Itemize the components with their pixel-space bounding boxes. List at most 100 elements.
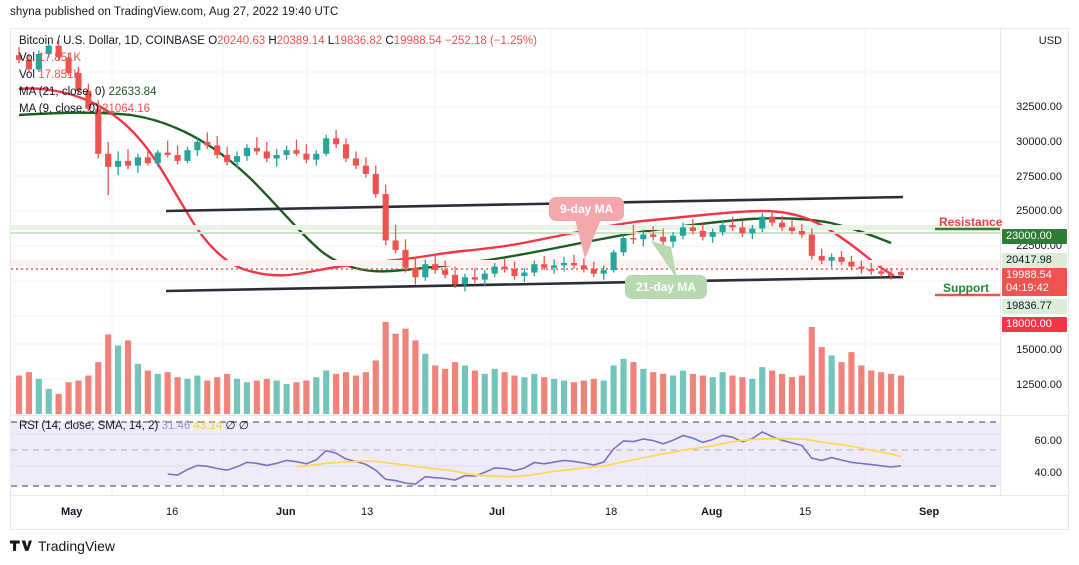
candle-body <box>184 150 191 161</box>
candle-body <box>392 240 399 250</box>
candle-body <box>233 156 241 163</box>
volume-bar <box>788 377 796 414</box>
ma9-line <box>18 87 894 277</box>
volume-bar <box>650 372 657 414</box>
volume-bar <box>333 373 340 414</box>
candle-body <box>45 45 52 54</box>
ma9-price-badge[interactable]: 19836.77 <box>1002 299 1067 314</box>
candle-body <box>541 264 548 268</box>
candle-body <box>174 154 181 161</box>
volume-bar <box>531 373 538 414</box>
volume-bar <box>719 372 726 414</box>
volume-bar <box>769 370 776 414</box>
price-tick: 32500.00 <box>1016 101 1062 113</box>
candle-body <box>481 273 488 280</box>
candle-body <box>382 194 389 241</box>
volume-bar <box>481 373 488 414</box>
candle-body <box>362 165 369 174</box>
candle-body <box>134 157 141 166</box>
candle-body <box>422 264 429 278</box>
candle-body <box>689 227 696 231</box>
price-tick: 12500.00 <box>1016 379 1062 391</box>
volume-bar <box>888 373 895 414</box>
volume-pane[interactable] <box>11 307 1002 415</box>
support-price-badge[interactable]: 18000.00 <box>1002 317 1067 332</box>
candle-body <box>442 270 449 275</box>
candle-body <box>511 268 518 277</box>
candle-body <box>352 158 360 166</box>
volume-pane-svg <box>11 307 1002 415</box>
candle-body <box>154 152 161 164</box>
price-axis[interactable]: USD 32500.00 30000.00 27500.00 25000.00 2250… <box>1000 29 1068 495</box>
volume-bar <box>224 373 231 414</box>
last-price-badge[interactable]: 19988.54 04:19:42 <box>1002 268 1067 296</box>
volume-bar <box>679 370 687 414</box>
volume-bar <box>630 362 637 414</box>
time-tick: Jul <box>489 506 505 518</box>
volume-bar <box>451 362 459 414</box>
candle-body <box>253 147 260 152</box>
volume-bar <box>105 334 112 414</box>
last-price-badge-countdown: 04:19:42 <box>1006 282 1049 294</box>
candle-body <box>570 263 578 266</box>
volume-bar <box>25 372 32 414</box>
candle-body <box>560 263 568 266</box>
candle-body <box>144 157 151 164</box>
volume-bars <box>15 322 905 414</box>
volume-bar <box>511 375 518 414</box>
candle-body <box>769 216 776 223</box>
candle-body <box>323 138 330 154</box>
volume-bar <box>273 380 280 414</box>
volume-bar <box>442 368 449 414</box>
candle-body <box>461 277 469 285</box>
volume-bar <box>699 375 706 414</box>
candle-body <box>669 235 677 242</box>
volume-bar <box>610 365 617 414</box>
resistance-zone <box>11 225 1002 234</box>
candle-body <box>35 54 42 70</box>
time-tick: 16 <box>166 506 179 518</box>
candlestick-series <box>15 39 905 292</box>
rsi-sma-line <box>296 437 902 478</box>
volume-bar <box>541 377 548 414</box>
volume-bar <box>352 375 360 414</box>
volume-bar <box>35 378 42 414</box>
candle-body <box>897 272 905 276</box>
volume-bar <box>204 380 211 414</box>
tradingview-logo-icon <box>10 540 32 551</box>
price-pane[interactable] <box>11 29 1002 307</box>
candle-body <box>25 59 32 70</box>
candle-body <box>124 160 132 166</box>
candle-body <box>333 138 340 145</box>
volume-bar <box>283 383 290 414</box>
chart-plot-area[interactable]: RSI (14, close, SMA, 14, 2) 31.46 43.14 … <box>11 29 1002 495</box>
candle-body <box>788 227 796 231</box>
rsi-pane-svg <box>11 416 1002 495</box>
volume-bar <box>15 375 23 414</box>
candle-body <box>699 230 706 237</box>
time-tick: 13 <box>361 506 374 518</box>
candle-body <box>818 255 825 261</box>
candle-body <box>313 153 320 160</box>
volume-bar <box>779 373 786 414</box>
volume-bar <box>214 377 221 414</box>
volume-bar <box>95 362 102 414</box>
ma21-price-badge[interactable]: 20417.98 <box>1002 253 1067 268</box>
candle-body <box>204 141 211 146</box>
candle-body <box>868 268 875 272</box>
ma9-callout: 9-day MA <box>549 197 625 221</box>
candle-body <box>551 265 558 268</box>
candle-body <box>838 257 845 262</box>
resistance-label: Resistance <box>939 215 1002 229</box>
candle-body <box>432 264 439 271</box>
volume-bar <box>303 380 310 414</box>
rsi-pane[interactable]: RSI (14, close, SMA, 14, 2) 31.46 43.14 … <box>11 415 1002 495</box>
time-tick: Sep <box>919 506 940 518</box>
time-axis[interactable]: May 16 Jun 13 Jul 18 Aug 15 Sep <box>11 495 1068 529</box>
volume-bar <box>115 345 122 414</box>
price-tick: 30000.00 <box>1016 136 1062 148</box>
candle-body <box>491 266 498 274</box>
volume-bar <box>560 380 568 414</box>
resistance-price-badge[interactable]: 23000.00 <box>1002 229 1067 244</box>
